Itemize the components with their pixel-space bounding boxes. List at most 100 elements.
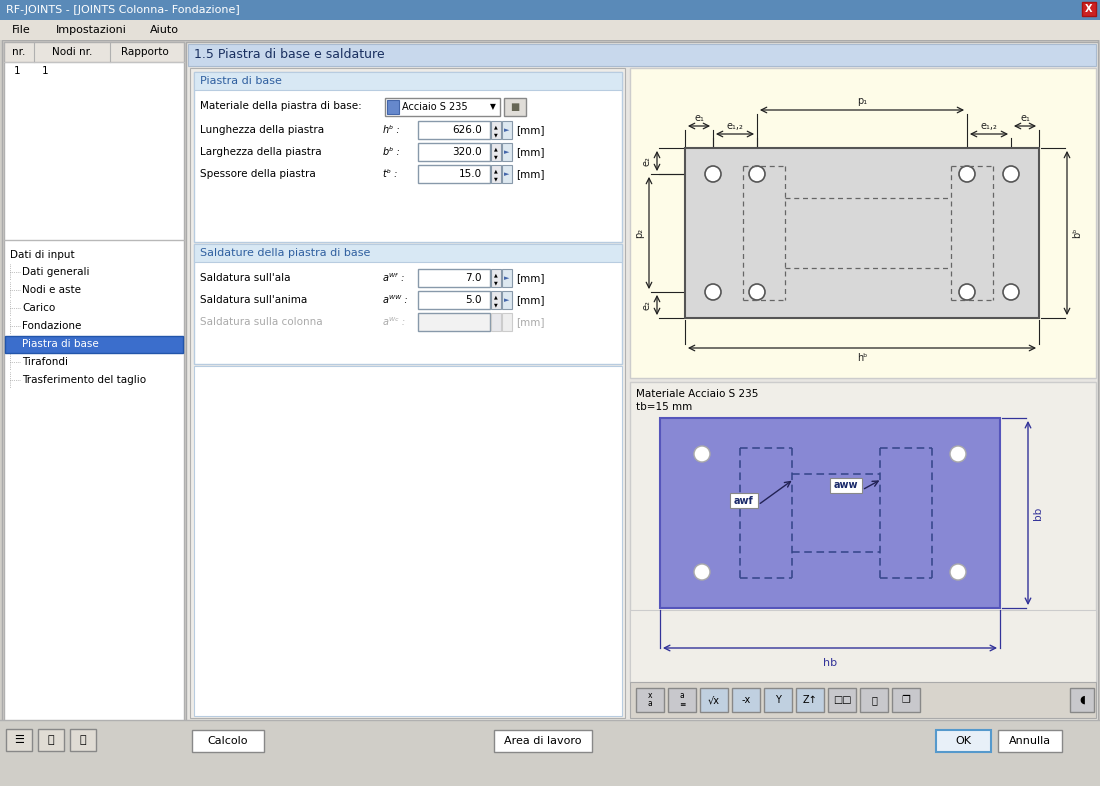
Text: a: a — [648, 700, 652, 708]
Bar — [1070, 688, 1094, 712]
Bar — [491, 291, 501, 309]
Bar — [194, 244, 622, 262]
Text: 626.0: 626.0 — [452, 125, 482, 135]
Bar — [491, 165, 501, 183]
Text: ▼: ▼ — [494, 177, 498, 182]
Text: ⌕: ⌕ — [871, 695, 877, 705]
Text: Piastra di base: Piastra di base — [200, 76, 282, 86]
Text: Tirafondi: Tirafondi — [22, 357, 68, 367]
Text: e₁: e₁ — [694, 113, 704, 123]
Circle shape — [749, 284, 764, 300]
Text: Impostazioni: Impostazioni — [56, 25, 126, 35]
Text: Dati di input: Dati di input — [10, 250, 75, 260]
Text: Y: Y — [776, 695, 781, 705]
Text: X: X — [1086, 4, 1092, 14]
Text: Lunghezza della piastra: Lunghezza della piastra — [200, 125, 324, 135]
Text: Z↑: Z↑ — [803, 695, 817, 705]
Text: hb: hb — [823, 658, 837, 668]
Text: Nodi e aste: Nodi e aste — [22, 285, 81, 295]
Text: Fondazione: Fondazione — [22, 321, 81, 331]
Text: p₁: p₁ — [857, 96, 867, 106]
Text: a: a — [680, 690, 684, 700]
Text: tb=15 mm: tb=15 mm — [636, 402, 692, 412]
Bar — [39, 729, 64, 751]
Bar — [502, 291, 512, 309]
Text: ▼: ▼ — [494, 155, 498, 160]
Bar — [194, 244, 622, 364]
Text: Saldatura sull'anima: Saldatura sull'anima — [200, 295, 307, 305]
Text: [mm]: [mm] — [516, 169, 544, 179]
Bar — [186, 42, 1098, 722]
Text: nr.: nr. — [12, 47, 25, 57]
Text: ▲: ▲ — [494, 124, 498, 130]
Bar — [0, 0, 1100, 20]
Text: 7.0: 7.0 — [465, 273, 482, 283]
Text: ►: ► — [504, 275, 509, 281]
Text: [mm]: [mm] — [516, 125, 544, 135]
Bar — [502, 313, 512, 331]
Circle shape — [1003, 166, 1019, 182]
Text: Trasferimento del taglio: Trasferimento del taglio — [22, 375, 146, 385]
Bar — [491, 143, 501, 161]
Bar — [418, 291, 490, 309]
Text: ≡: ≡ — [679, 700, 685, 708]
Bar — [194, 72, 622, 242]
Text: 1: 1 — [42, 66, 48, 76]
Bar — [192, 730, 264, 752]
Bar — [998, 730, 1062, 752]
Bar — [2, 40, 1098, 740]
Text: ►: ► — [504, 171, 509, 177]
Bar — [418, 165, 490, 183]
Bar — [491, 121, 501, 139]
Circle shape — [959, 166, 975, 182]
Circle shape — [694, 446, 710, 462]
Bar — [418, 143, 490, 161]
Text: ⎘: ⎘ — [47, 735, 54, 745]
Bar — [494, 730, 592, 752]
Text: □□: □□ — [833, 695, 851, 705]
Text: [mm]: [mm] — [516, 295, 544, 305]
Bar — [668, 688, 696, 712]
Circle shape — [705, 166, 720, 182]
Text: 1.5 Piastra di base e saldature: 1.5 Piastra di base e saldature — [194, 49, 385, 61]
Text: bᵇ: bᵇ — [1072, 228, 1082, 238]
Bar — [70, 729, 96, 751]
Circle shape — [1003, 284, 1019, 300]
Text: Annulla: Annulla — [1009, 736, 1052, 746]
Bar — [828, 688, 856, 712]
Bar — [860, 688, 888, 712]
Bar — [630, 682, 1096, 718]
Circle shape — [950, 446, 966, 462]
Text: ►: ► — [504, 297, 509, 303]
Bar — [502, 121, 512, 139]
Bar — [6, 336, 183, 353]
Bar — [418, 121, 490, 139]
Circle shape — [959, 284, 975, 300]
Text: Saldature della piastra di base: Saldature della piastra di base — [200, 248, 371, 258]
Bar — [892, 688, 920, 712]
Text: [mm]: [mm] — [516, 317, 544, 327]
Text: Carico: Carico — [22, 303, 55, 313]
Text: Materiale della piastra di base:: Materiale della piastra di base: — [200, 101, 362, 111]
Circle shape — [749, 166, 764, 182]
Bar — [418, 313, 490, 331]
Bar — [502, 165, 512, 183]
Text: ▼: ▼ — [494, 281, 498, 285]
Text: Area di lavoro: Area di lavoro — [504, 736, 582, 746]
Bar — [630, 68, 1096, 378]
Bar — [630, 382, 1096, 682]
Bar — [700, 688, 728, 712]
Text: Spessore della piastra: Spessore della piastra — [200, 169, 316, 179]
Text: -x: -x — [741, 695, 750, 705]
Text: e₁,₂: e₁,₂ — [980, 121, 998, 131]
Bar — [491, 269, 501, 287]
Text: ▲: ▲ — [494, 273, 498, 277]
Text: awf: awf — [734, 495, 754, 505]
Text: aww: aww — [834, 480, 858, 490]
Text: p₂: p₂ — [634, 228, 643, 238]
Text: 5.0: 5.0 — [465, 295, 482, 305]
Circle shape — [694, 564, 710, 580]
Bar — [830, 478, 862, 493]
Circle shape — [705, 284, 720, 300]
Bar — [630, 610, 1096, 682]
